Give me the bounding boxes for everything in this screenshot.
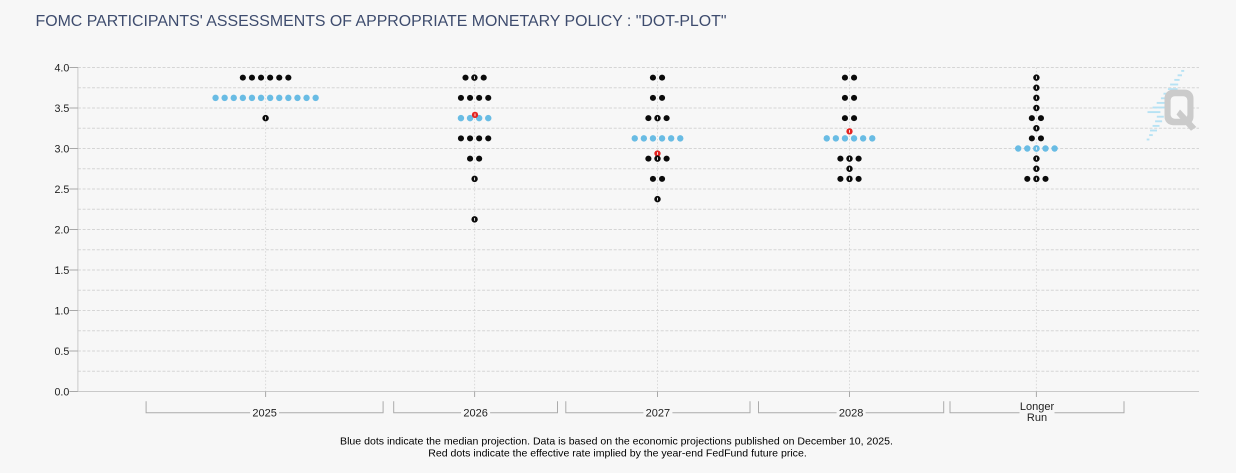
svg-text:Blue dots indicate the median: Blue dots indicate the median projection… [340,436,893,448]
svg-text:2025: 2025 [252,408,276,420]
svg-text:Run: Run [1027,412,1047,424]
svg-text:0.0: 0.0 [54,386,69,398]
svg-text:Red dots indicate the effectiv: Red dots indicate the effective rate imp… [428,447,807,459]
svg-text:1.5: 1.5 [54,265,69,277]
svg-text:FOMC PARTICIPANTS' ASSESSMENTS: FOMC PARTICIPANTS' ASSESSMENTS OF APPROP… [36,13,727,30]
svg-text:2026: 2026 [463,408,487,420]
svg-text:3.0: 3.0 [54,143,69,155]
svg-text:3.5: 3.5 [54,103,69,115]
svg-text:Longer: Longer [1020,401,1055,413]
svg-text:2.0: 2.0 [54,224,69,236]
svg-text:4.0: 4.0 [54,62,69,74]
svg-text:2027: 2027 [646,408,670,420]
svg-text:1.0: 1.0 [54,305,69,317]
svg-text:2.5: 2.5 [54,184,69,196]
svg-text:0.5: 0.5 [54,346,69,358]
svg-text:2028: 2028 [839,408,863,420]
